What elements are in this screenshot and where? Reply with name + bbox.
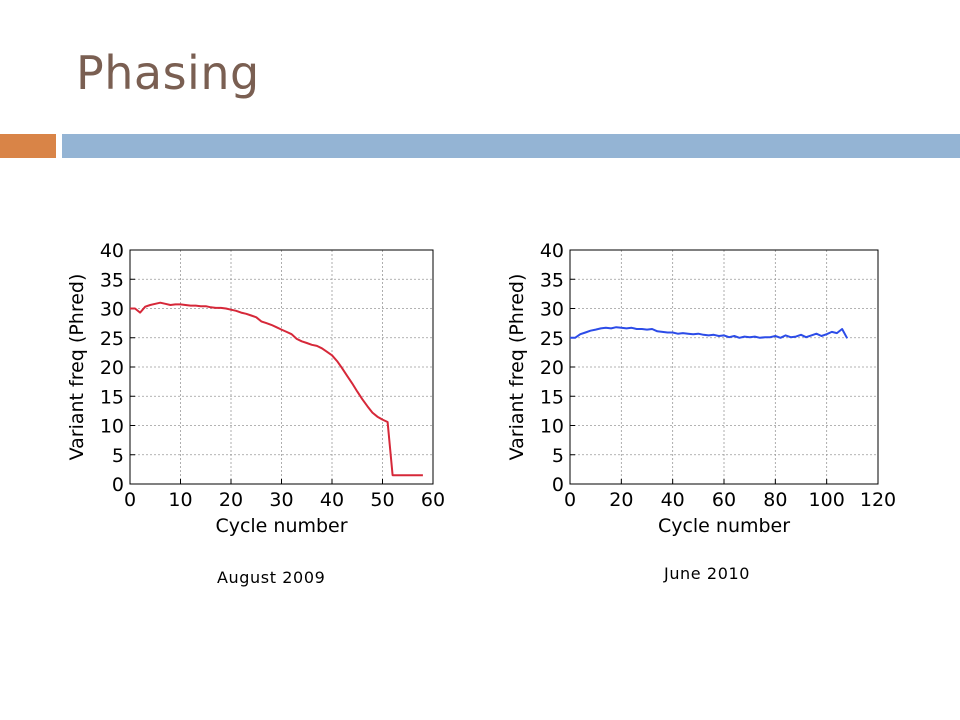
y-tick-label: 40 [100,240,124,262]
x-tick-label: 20 [609,489,633,511]
x-axis-label: Cycle number [215,515,347,537]
x-tick-label: 40 [661,489,685,511]
y-tick-label: 15 [540,386,564,408]
y-tick-label: 30 [100,299,124,321]
title-accent-bar-orange [0,134,56,158]
y-tick-label: 40 [540,240,564,262]
y-tick-label: 5 [552,445,564,467]
title-accent-bar-blue [62,134,960,158]
y-tick-label: 15 [100,386,124,408]
slide-title: Phasing [76,46,260,100]
series-line-aug2009-0 [130,301,423,477]
x-tick-label: 30 [269,489,293,511]
x-tick-label: 50 [370,489,394,511]
y-axis-label: Variant freq (Phred) [66,274,88,461]
y-tick-label: 10 [540,416,564,438]
x-tick-label: 10 [168,489,192,511]
y-tick-label: 25 [100,328,124,350]
y-tick-label: 20 [540,357,564,379]
y-tick-label: 25 [540,328,564,350]
x-tick-label: 0 [124,489,136,511]
x-tick-label: 120 [860,489,896,511]
y-tick-label: 20 [100,357,124,379]
y-tick-label: 10 [100,416,124,438]
x-axis-label: Cycle number [658,515,790,537]
x-tick-label: 0 [564,489,576,511]
y-tick-label: 35 [540,269,564,291]
x-tick-label: 60 [421,489,445,511]
y-tick-label: 0 [112,474,124,496]
y-tick-label: 35 [100,269,124,291]
chart-caption-june-2010: June 2010 [664,564,751,583]
chart-caption-august-2009: August 2009 [217,568,326,587]
x-tick-label: 40 [320,489,344,511]
series-line-jun2010-0 [570,326,849,339]
x-tick-label: 20 [219,489,243,511]
y-axis-label: Variant freq (Phred) [506,274,528,461]
x-tick-label: 80 [763,489,787,511]
y-tick-label: 5 [112,445,124,467]
y-tick-label: 0 [552,474,564,496]
x-tick-label: 60 [712,489,736,511]
x-tick-label: 100 [809,489,845,511]
y-tick-label: 30 [540,299,564,321]
